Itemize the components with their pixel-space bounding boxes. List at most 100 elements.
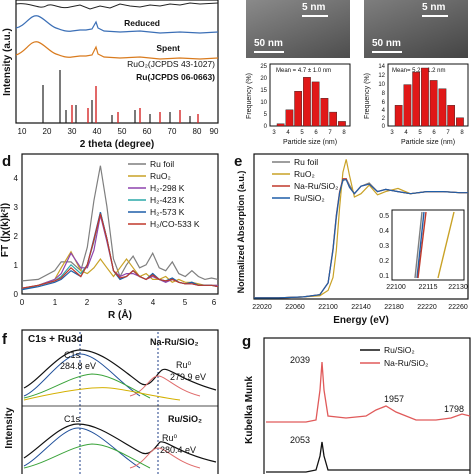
legend-label: H₂-573 K (150, 207, 185, 217)
legend-label: H₂-423 K (150, 195, 185, 205)
xanes-xlabel: Energy (eV) (333, 315, 389, 326)
peak-label: 1798 (444, 404, 464, 414)
inset-xtick: 22130 (448, 284, 468, 291)
ytick: 0 (264, 124, 268, 130)
xps-bottom-name: Ru/SiO₂ (168, 414, 202, 424)
xtick: 2 (85, 298, 90, 307)
inset-ytick: 0.2 (379, 258, 389, 265)
reference-sticks (42, 70, 199, 123)
label-ru-ref: Ru(JCPDS 06-0663) (136, 72, 215, 82)
ytick: 4 (14, 174, 19, 183)
exafs-series (21, 165, 219, 291)
hist-left-xticks: 3 4 5 6 7 8 (272, 130, 346, 136)
hist-right-xticks: 3 4 5 6 7 8 (390, 130, 464, 136)
hist-bar (276, 123, 285, 127)
hist-right-ylabel: Frequency (%) (364, 73, 371, 119)
ytick: 12 (378, 73, 385, 79)
hist-bar (338, 121, 346, 127)
xtick: 1 (53, 298, 58, 307)
xtick: 22260 (448, 304, 468, 311)
xps-top-ru (129, 375, 201, 397)
xtick: 5 (300, 130, 304, 136)
ytick: 2 (14, 232, 19, 241)
xanes-xticks: 22020 22060 22100 22140 22180 22220 2226… (252, 304, 468, 311)
drifts-legend: Ru/SiO₂ Na-Ru/SiO₂ (360, 345, 428, 368)
ytick: 0 (382, 124, 386, 130)
ytick: 10 (260, 100, 267, 106)
panel-letter-f: f (2, 331, 8, 348)
xanes-inset: 0.1 0.2 0.3 0.4 0.5 22100 22115 22130 (379, 209, 468, 291)
peak-label: 1957 (384, 394, 404, 404)
exafs-legend: Ru foil RuO₂ H₂-298 K H₂-423 K H₂-573 K H₂/CO… (128, 159, 200, 229)
xtick: 0 (20, 298, 25, 307)
ytick: 15 (260, 88, 267, 94)
xrd-reduced-pattern (15, 15, 219, 34)
xtick: 6 (432, 130, 436, 136)
xtick: 6 (314, 130, 318, 136)
xps-top-c1s (23, 353, 141, 397)
xtick: 4 (404, 130, 408, 136)
xps-bottom-ru-value: 280.4 eV (160, 445, 196, 455)
ytick: 2 (382, 116, 386, 122)
hist-left-xlabel: Particle size (nm) (283, 139, 337, 146)
inset-ytick: 0.4 (379, 228, 389, 235)
inset-ytick: 0.3 (379, 243, 389, 250)
hist-bar (329, 111, 338, 127)
xtick: 7 (446, 130, 450, 136)
ytick: 0 (14, 290, 19, 299)
xps-top-green (23, 373, 151, 399)
hist-bar (285, 109, 294, 127)
xtick: 3 (390, 130, 394, 136)
drifts-ylabel: Kubelka Munk (244, 376, 255, 444)
exafs-series-line (21, 213, 219, 289)
xtick: 8 (460, 130, 464, 136)
panel-f-xps: f C1s + Ru3d C1s 284.8 eV Na-Ru/SiO₂ Ru⁰… (0, 328, 230, 474)
legend-label: Na-Ru/SiO₂ (294, 181, 338, 191)
xps-bottom-c1s (23, 427, 141, 469)
exafs-yticks: 0 1 2 3 4 (14, 174, 19, 299)
xtick: 8 (342, 130, 346, 136)
xps-top-ru-value: 279.9 eV (170, 372, 206, 382)
drifts-na-ru-spectrum (266, 361, 471, 423)
xanes-series (254, 159, 468, 299)
xtick: 60 (143, 127, 152, 136)
tem-right-scale-main: 50 nm (372, 38, 401, 49)
xtick: 22060 (285, 304, 305, 311)
xtick: 4 (151, 298, 156, 307)
ytick: 25 (260, 64, 267, 70)
xanes-ylabel: Normalized Absorption (a.u.) (236, 171, 246, 294)
hist-right-xlabel: Particle size (nm) (401, 139, 455, 146)
xps-bottom-ru (129, 447, 201, 469)
xps-top-c1s-label: C1s (64, 350, 81, 360)
panel-letter-e: e (234, 153, 242, 170)
hist-bar (421, 67, 429, 127)
xtick: 22100 (318, 304, 338, 311)
panel-d-exafs: d Ru foil RuO₂ H₂-298 K H₂-423 K H₂-573 K H₂/… (0, 152, 230, 322)
ytick: 10 (378, 82, 385, 88)
xtick: 22220 (417, 304, 437, 311)
xtick: 4 (286, 130, 290, 136)
hist-bar (294, 91, 303, 127)
ytick: 8 (382, 91, 386, 97)
panel-e-xanes: e Ru foil RuO₂ Na-Ru/SiO₂ Ru/SiO₂ 0.1 0.2 0… (232, 152, 474, 327)
xtick: 10 (18, 127, 27, 136)
xtick: 3 (272, 130, 276, 136)
xtick: 22180 (384, 304, 404, 311)
xrd-ylabel: Intensity (a.u.) (2, 28, 13, 96)
tem-right-scale-top: 5 nm (422, 2, 446, 13)
hist-left-mean: Mean = 4.7 ± 1.0 nm (276, 68, 331, 74)
xps-plot: f C1s + Ru3d C1s 284.8 eV Na-Ru/SiO₂ Ru⁰… (2, 329, 219, 474)
legend-label: Ru foil (294, 157, 318, 167)
label-spent: Spent (156, 43, 180, 53)
exafs-series-line (21, 165, 219, 282)
legend-label: H₂/CO-533 K (150, 219, 200, 229)
panel-letter-d: d (2, 153, 11, 170)
inset-ytick: 0.1 (379, 273, 389, 280)
xrd-xlabel: 2 theta (degree) (80, 139, 154, 150)
xrd-top-pattern (15, 2, 219, 10)
xps-title: C1s + Ru3d (28, 334, 83, 345)
hist-bar (303, 77, 311, 127)
size-histograms: Mean = 4.7 ± 1.0 nm 0 5 10 15 20 25 3 4 … (246, 63, 469, 146)
xanes-legend: Ru foil RuO₂ Na-Ru/SiO₂ Ru/SiO₂ (272, 157, 338, 203)
hist-bar (320, 98, 329, 127)
